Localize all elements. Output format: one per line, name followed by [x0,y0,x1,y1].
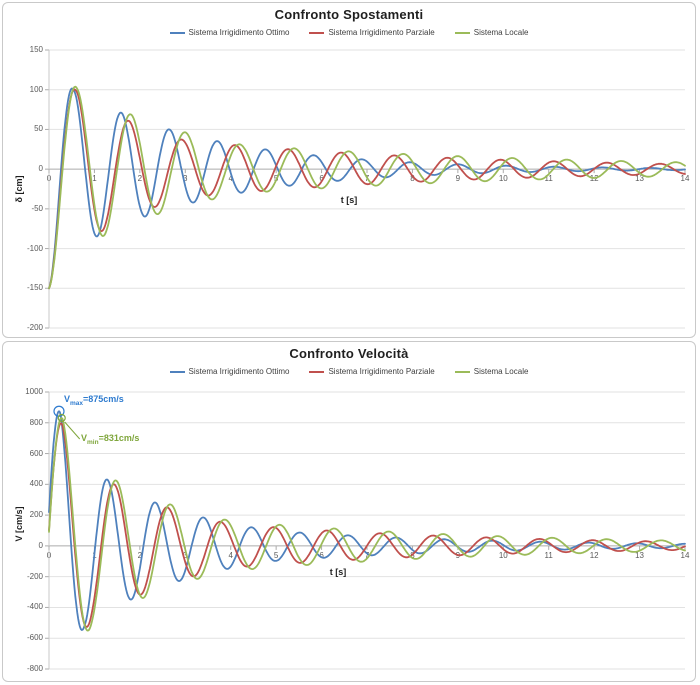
plot-area-velocita [45,391,686,670]
x-tick-label: 4 [228,550,233,560]
x-tick-label: 12 [589,550,599,560]
y-tick-label: -50 [31,203,43,213]
y-tick-label: 200 [29,510,43,520]
y-tick-label: 1000 [25,387,43,396]
vmax-annotation: Vmax=875cm/s [64,394,124,409]
x-tick-label: 4 [228,174,233,184]
y-tick-label: -200 [26,571,43,581]
legend-label: Sistema Locale [473,28,529,37]
series-curve-sistema-locale [48,85,686,290]
x-tick-label: 1 [92,174,97,184]
y-tick-label: -400 [26,602,43,612]
y-tick-label: -800 [26,664,43,673]
y-axis-title: δ [cm] [14,175,24,203]
legend-item-locale: Sistema Locale [454,28,529,37]
legend-item-parziale: Sistema Irrigidimento Parziale [309,367,435,376]
annotation-prefix: V [64,394,71,404]
legend-line-swatch-red [309,370,325,373]
vmin-annotation: Vmin=831cm/s [81,433,139,448]
annotation-prefix: V [81,433,88,443]
chart-panel-spostamenti: Confronto Spostamenti Sistema Irrigidime… [2,2,696,338]
y-tick-label: -200 [26,323,43,332]
y-axis-title: V [cm/s] [14,506,24,542]
legend-spostamenti: Sistema Irrigidimento Ottimo Sistema Irr… [3,28,695,37]
x-tick-label: 8 [410,174,415,184]
x-tick-label: 10 [498,550,508,560]
annotation-value: =831cm/s [98,433,140,443]
chart-panel-velocita: Confronto Velocità Sistema Irrigidimento… [2,341,696,682]
chart-title-velocita: Confronto Velocità [289,346,409,361]
y-tick-label: 150 [29,45,43,54]
x-tick-label: 9 [455,174,461,184]
y-tick-label: 600 [29,448,43,458]
legend-line-swatch-red [309,31,325,34]
x-tick-label: 10 [498,174,508,184]
x-axis-title: t [s] [340,195,358,205]
legend-line-swatch-green [454,370,470,373]
annotation-value: =875cm/s [83,394,124,404]
legend-line-swatch-green [454,31,470,34]
x-tick-label: 2 [137,174,143,184]
legend-label: Sistema Locale [473,367,529,376]
legend-line-swatch-blue [169,370,185,373]
x-tick-label: 5 [273,550,279,560]
legend-item-ottimo: Sistema Irrigidimento Ottimo [169,367,290,376]
legend-label: Sistema Irrigidimento Parziale [328,28,435,37]
x-tick-label: 14 [680,550,690,560]
y-tick-label: 800 [29,417,43,427]
y-tick-label: 50 [34,124,43,134]
legend-line-swatch-blue [169,31,185,34]
vmin-leader-line [64,421,81,440]
x-tick-label: 2 [137,550,143,560]
series-curve-sistema-irrigidimento-parziale [48,88,686,290]
legend-label: Sistema Irrigidimento Ottimo [188,367,290,376]
plot-area-spostamenti [45,49,686,329]
x-tick-label: 11 [544,550,553,560]
x-tick-label: 7 [364,550,370,560]
series-curve-sistema-irrigidimento-ottimo [48,87,686,290]
x-tick-label: 3 [183,550,188,560]
x-tick-label: 14 [680,174,690,184]
x-tick-label: 13 [635,174,645,184]
y-tick-label: 400 [29,479,43,489]
legend-label: Sistema Irrigidimento Ottimo [188,28,290,37]
x-axis-title: t [s] [329,567,347,577]
vmin-marker-circle [57,413,66,423]
x-tick-label: 6 [319,550,324,560]
series-curve-sistema-irrigidimento-parziale [48,422,686,628]
series-curve-sistema-irrigidimento-ottimo [48,410,686,631]
chart-title-spostamenti: Confronto Spostamenti [274,7,424,22]
annotation-subscript: min [87,438,99,446]
legend-item-ottimo: Sistema Irrigidimento Ottimo [169,28,290,37]
legend-item-parziale: Sistema Irrigidimento Parziale [309,28,435,37]
legend-velocita: Sistema Irrigidimento Ottimo Sistema Irr… [3,367,695,376]
annotation-subscript: max [70,399,84,407]
legend-label: Sistema Irrigidimento Parziale [328,367,435,376]
x-tick-label: 6 [319,174,324,184]
y-tick-label: 0 [38,540,43,550]
y-tick-label: 100 [29,84,43,94]
x-tick-label: 13 [635,550,645,560]
series-curve-sistema-locale [48,417,686,632]
y-tick-label: 0 [38,164,43,174]
y-tick-label: -600 [26,633,43,643]
x-tick-label: 3 [183,174,188,184]
y-tick-label: -150 [26,283,43,293]
legend-item-locale: Sistema Locale [454,367,529,376]
y-tick-label: -100 [26,243,43,253]
x-tick-label: 11 [544,174,553,184]
